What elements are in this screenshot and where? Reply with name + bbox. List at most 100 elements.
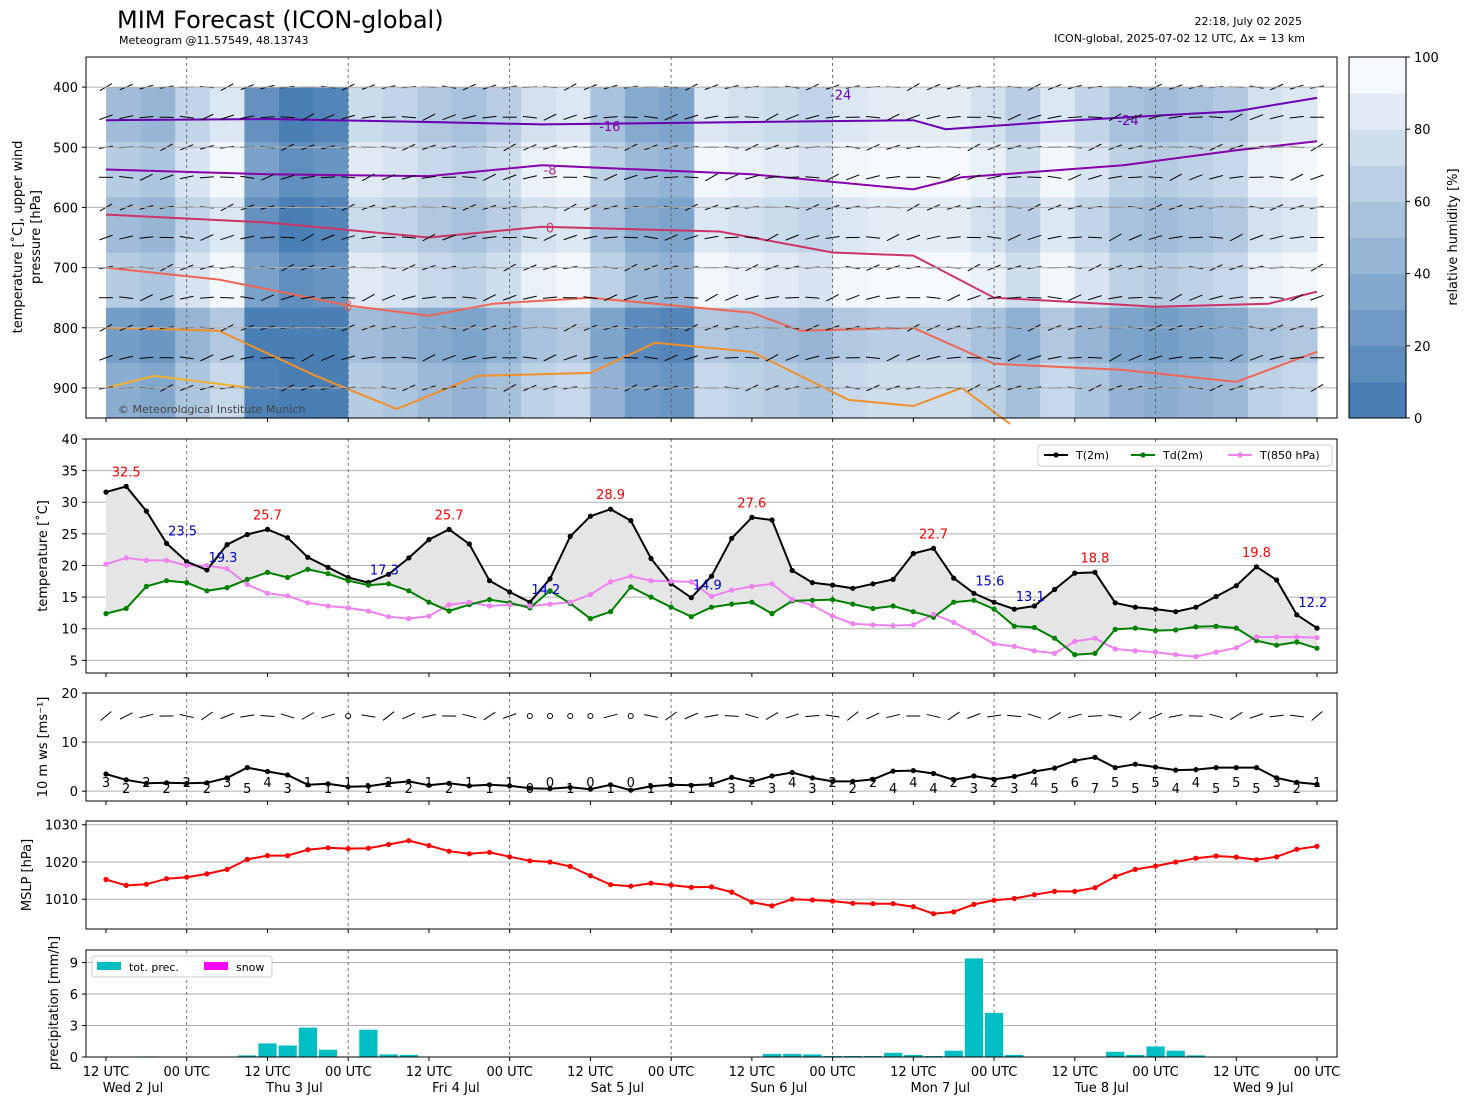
humidity-cell xyxy=(1178,362,1214,419)
temperature-point xyxy=(184,562,190,569)
wind-speed-label: 2 xyxy=(122,782,130,797)
wind-barb xyxy=(1027,355,1042,361)
wind-speed-label: 2 xyxy=(203,782,211,797)
surface-wind-barb xyxy=(1067,713,1082,719)
wind-barb xyxy=(684,355,699,361)
isotherm-line xyxy=(105,374,252,389)
x-time-label: 12 UTC xyxy=(890,1065,936,1080)
mslp-point xyxy=(1112,873,1118,880)
humidity-cell xyxy=(832,362,868,419)
temperature-point xyxy=(870,581,876,587)
humidity-cell xyxy=(694,362,730,419)
humidity-cell xyxy=(1109,87,1145,143)
wind-barb xyxy=(220,114,234,120)
wind-barb xyxy=(119,355,134,360)
wind-speed-label: 1 xyxy=(324,782,332,797)
wind-barb xyxy=(724,356,739,359)
y-tick-label: 9 xyxy=(70,957,78,972)
temperature-point xyxy=(1274,634,1280,640)
surface-wind-barb xyxy=(240,714,255,718)
y-tick-label: 800 xyxy=(53,322,78,337)
wind-barb xyxy=(886,296,901,300)
humidity-cell xyxy=(1282,87,1318,143)
legend-label: tot. prec. xyxy=(129,961,179,974)
x-time-label: 00 UTC xyxy=(1294,1065,1340,1080)
wind-ylabel: 10 m ws [ms⁻¹] xyxy=(36,697,51,798)
precip-bar xyxy=(884,1052,903,1057)
wind-barb xyxy=(119,235,134,240)
temperature-point xyxy=(809,602,816,608)
temperature-point xyxy=(789,567,795,574)
y-tick-label: 5 xyxy=(70,654,78,669)
temperature-point xyxy=(386,614,392,620)
wind-barb xyxy=(1229,113,1243,121)
humidity-cell xyxy=(694,307,730,364)
temperature-point xyxy=(446,526,452,533)
wind-barb xyxy=(99,234,113,241)
temperature-ylabel: temperature [˚C] xyxy=(35,500,51,612)
wind-speed-label: 0 xyxy=(586,776,594,791)
temperature-point xyxy=(244,531,250,538)
x-day-label: Wed 2 Jul xyxy=(103,1081,164,1096)
wind-speed-point xyxy=(123,777,129,783)
isotherm-label: -8 xyxy=(544,164,557,179)
mslp-point xyxy=(567,863,573,870)
temperature-point xyxy=(466,599,472,605)
wind-barb xyxy=(482,356,497,360)
extreme-label: 18.8 xyxy=(1081,551,1110,566)
wind-barb xyxy=(361,356,376,360)
wind-barb xyxy=(139,356,154,360)
wind-speed-label: 4 xyxy=(929,782,937,797)
legend-swatch xyxy=(97,962,121,970)
wind-barb xyxy=(1128,176,1143,179)
wind-barb xyxy=(483,294,496,302)
y-tick-label: 400 xyxy=(53,81,78,96)
wind-speed-point xyxy=(749,779,755,785)
wind-speed-label: 2 xyxy=(990,776,998,791)
temperature-point xyxy=(547,588,553,594)
y-tick-label: 500 xyxy=(53,141,78,156)
wind-barb xyxy=(301,233,315,242)
mslp-point xyxy=(1294,846,1300,852)
wind-speed-point xyxy=(285,772,291,778)
wind-barb xyxy=(260,236,275,239)
temperature-point xyxy=(426,613,432,619)
temperature-point xyxy=(1031,624,1037,631)
wind-barb xyxy=(1068,294,1082,302)
mslp-ylabel: MSLP [hPa] xyxy=(20,839,35,911)
mslp-point xyxy=(628,883,634,889)
humidity-cell xyxy=(555,142,591,198)
wind-speed-point xyxy=(890,768,896,774)
humidity-cell xyxy=(763,362,799,419)
humidity-cell xyxy=(694,252,730,309)
wind-barb xyxy=(705,293,718,302)
wind-barb xyxy=(926,355,941,360)
wind-barb xyxy=(522,356,537,360)
temperature-point xyxy=(688,595,694,601)
humidity-cell xyxy=(901,197,937,254)
wind-barb xyxy=(1229,175,1244,179)
upper-air-frame xyxy=(85,56,1338,419)
wind-speed-label: 3 xyxy=(970,782,978,797)
wind-barb xyxy=(422,233,436,242)
wind-speed-label: 5 xyxy=(1252,782,1260,797)
wind-barb xyxy=(119,115,134,120)
humidity-cell xyxy=(590,142,626,198)
wind-barb xyxy=(1168,115,1183,119)
calm-marker xyxy=(627,713,634,719)
wind-speed-label: 5 xyxy=(1232,776,1240,791)
wind-barb xyxy=(1169,173,1183,182)
humidity-cell xyxy=(936,307,972,364)
wind-barb xyxy=(583,175,598,179)
humidity-cell xyxy=(1213,307,1249,364)
humidity-cell xyxy=(348,142,384,198)
temperature-point xyxy=(143,508,149,514)
colorbar-band xyxy=(1349,201,1406,238)
humidity-cell xyxy=(1074,252,1110,309)
humidity-cell xyxy=(106,252,142,309)
humidity-cell xyxy=(1282,307,1318,364)
extreme-label: 27.6 xyxy=(737,496,766,511)
wind-speed-label: 2 xyxy=(183,776,191,791)
wind-barb xyxy=(1249,114,1264,121)
y-tick-label: 900 xyxy=(53,382,78,397)
